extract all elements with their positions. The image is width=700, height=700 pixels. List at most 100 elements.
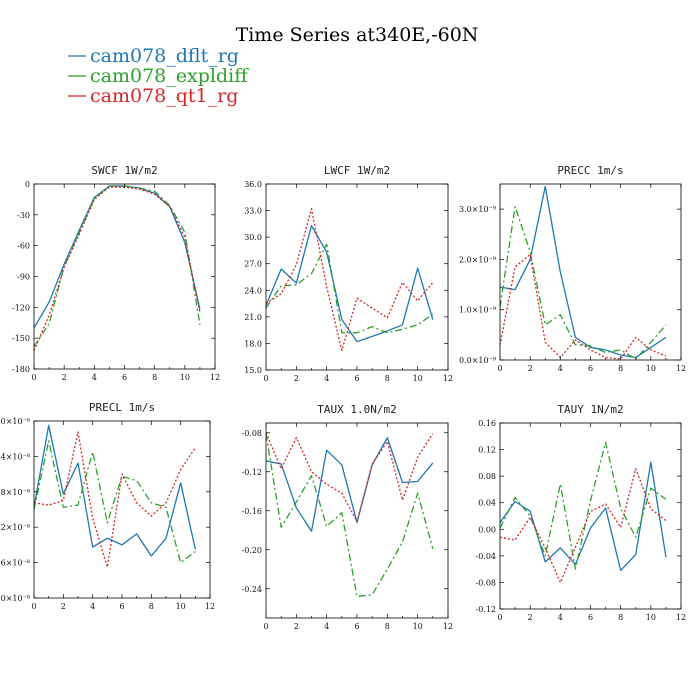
y-tick-label-lwcf-2: 21.0 (244, 313, 262, 322)
y-tick-label-tauy-6: 0.12 (478, 446, 496, 455)
series-line-precl-2 (34, 440, 196, 564)
y-tick-label-precc-2: 2.0×10⁻⁹ (459, 255, 497, 264)
series-line-swcf-1 (34, 185, 201, 329)
y-tick-label-lwcf-7: 36.0 (244, 180, 262, 189)
x-tick-label-taux-5: 10 (413, 622, 423, 631)
y-tick-label-tauy-4: 0.04 (478, 499, 496, 508)
series-line-swcf-3 (34, 186, 201, 351)
series-line-lwcf-2 (266, 243, 434, 334)
x-tick-label-precc-4: 8 (618, 364, 623, 373)
y-tick-label-precl-3: 1.68×10⁻⁸ (0, 488, 30, 497)
x-tick-label-precl-0: 0 (31, 602, 36, 611)
y-tick-label-lwcf-3: 24.0 (244, 286, 262, 295)
x-tick-label-precc-5: 10 (646, 364, 656, 373)
x-tick-label-precl-3: 6 (119, 602, 124, 611)
legend: cam078_dflt_rg cam078_expldiff cam078_qt… (68, 45, 249, 107)
x-tick-label-tauy-6: 12 (676, 613, 686, 622)
y-tick-label-tauy-7: 0.16 (478, 419, 496, 428)
x-tick-label-precl-4: 8 (149, 602, 154, 611)
y-tick-label-lwcf-0: 15.0 (244, 366, 262, 375)
x-tick-label-lwcf-3: 6 (354, 374, 359, 383)
x-tick-label-swcf-2: 4 (92, 373, 97, 382)
x-tick-label-taux-4: 8 (385, 622, 390, 631)
series-line-lwcf-3 (266, 208, 434, 352)
panel-tauy: TAUY 1N/m2 0 2 4 6 8 10 12 -0.12 -0.08 -0.04 0.00 0.… (475, 403, 686, 622)
panel-title-precc: PRECC 1m/s (557, 164, 623, 177)
y-tick-label-swcf-2: -120 (12, 303, 30, 312)
x-tick-label-taux-1: 2 (294, 622, 299, 631)
panel-title-tauy: TAUY 1N/m2 (557, 403, 623, 416)
legend-label-1: cam078_dflt_rg (90, 45, 239, 67)
y-tick-label-taux-0: -0.24 (241, 585, 262, 594)
x-tick-label-swcf-0: 0 (31, 373, 36, 382)
legend-label-2: cam078_expldiff (90, 65, 249, 87)
y-tick-label-tauy-0: -0.12 (475, 605, 496, 614)
x-tick-label-taux-6: 12 (443, 622, 453, 631)
y-tick-label-lwcf-1: 18.0 (244, 339, 262, 348)
panel-title-precl: PRECL 1m/s (89, 401, 155, 414)
legend-entry-1: cam078_dflt_rg (68, 45, 239, 67)
y-tick-label-precc-1: 1.0×10⁻⁹ (459, 306, 497, 315)
y-tick-label-precc-0: 0.0×10⁻⁹ (459, 356, 497, 365)
x-tick-label-tauy-2: 4 (558, 613, 563, 622)
y-tick-label-precl-2: 1.52×10⁻⁸ (0, 523, 30, 532)
y-tick-label-precl-1: 1.36×10⁻⁸ (0, 559, 30, 568)
y-tick-label-swcf-1: -150 (12, 334, 30, 343)
y-tick-label-lwcf-5: 30.0 (244, 233, 262, 242)
panel-title-lwcf: LWCF 1W/m2 (324, 164, 390, 177)
series-line-precc-2 (500, 205, 667, 360)
x-tick-label-tauy-0: 0 (497, 613, 502, 622)
x-tick-label-lwcf-6: 12 (443, 374, 453, 383)
panel-title-swcf: SWCF 1W/m2 (91, 164, 157, 177)
panel-precl: PRECL 1m/s 0 2 4 6 8 10 12 1.20×10⁻⁸ 1.36×10⁻⁸ 1.5… (0, 401, 215, 611)
x-tick-label-precl-1: 2 (61, 602, 66, 611)
x-tick-label-swcf-4: 8 (152, 373, 157, 382)
series-line-tauy-1 (500, 461, 667, 572)
panel-swcf: SWCF 1W/m2 0 2 4 6 8 10 12 -180 -150 -120 -90 -60 -30… (12, 164, 220, 382)
series-line-lwcf-1 (266, 224, 434, 343)
panel-title-taux: TAUX 1.0N/m2 (317, 403, 396, 416)
y-tick-label-lwcf-4: 27.0 (244, 260, 262, 269)
y-tick-label-precl-0: 1.20×10⁻⁸ (0, 594, 30, 603)
x-tick-label-tauy-5: 10 (646, 613, 656, 622)
legend-entry-2: cam078_expldiff (68, 65, 249, 87)
y-tick-label-tauy-3: 0.00 (478, 525, 496, 534)
x-tick-label-lwcf-5: 10 (413, 374, 423, 383)
panel-frame-precc (499, 183, 682, 361)
x-tick-label-precc-3: 6 (588, 364, 593, 373)
y-tick-label-tauy-5: 0.08 (478, 472, 496, 481)
series-line-taux-1 (266, 436, 434, 532)
series-line-precl-1 (34, 424, 196, 557)
x-tick-label-lwcf-4: 8 (385, 374, 390, 383)
panel-frame-tauy (499, 422, 682, 610)
x-tick-label-tauy-3: 6 (588, 613, 593, 622)
panel-taux: TAUX 1.0N/m2 0 2 4 6 8 10 12 -0.24 -0.20 -0.16 -0.1… (241, 403, 453, 631)
panel-precc: PRECC 1m/s 0 2 4 6 8 10 12 0.0×10⁻⁹ 1.0×10⁻⁹ 2.0×1… (459, 164, 686, 373)
x-tick-label-lwcf-1: 2 (294, 374, 299, 383)
y-tick-label-swcf-3: -90 (17, 273, 30, 282)
series-line-tauy-3 (500, 468, 667, 584)
panels-area: SWCF 1W/m2 0 2 4 6 8 10 12 -180 -150 -120 -90 -60 -30… (0, 164, 686, 631)
y-tick-label-taux-4: -0.08 (241, 429, 262, 438)
y-tick-label-tauy-1: -0.08 (475, 578, 496, 587)
series-line-tauy-2 (500, 441, 667, 570)
x-tick-label-precl-5: 10 (176, 602, 186, 611)
series-line-taux-2 (266, 433, 434, 598)
figure-title: Time Series at340E,-60N (236, 24, 479, 46)
y-tick-label-swcf-4: -60 (17, 242, 30, 251)
y-tick-label-taux-1: -0.20 (241, 546, 262, 555)
y-tick-label-swcf-6: 0 (25, 180, 30, 189)
x-tick-label-taux-0: 0 (263, 622, 268, 631)
x-tick-label-taux-2: 4 (324, 622, 329, 631)
x-tick-label-precc-1: 2 (528, 364, 533, 373)
x-tick-label-precc-6: 12 (676, 364, 686, 373)
legend-entry-3: cam078_qt1_rg (68, 85, 238, 107)
x-tick-label-swcf-1: 2 (62, 373, 67, 382)
y-tick-label-lwcf-6: 33.0 (244, 207, 262, 216)
legend-label-3: cam078_qt1_rg (90, 85, 238, 107)
x-tick-label-tauy-1: 2 (528, 613, 533, 622)
series-line-precc-1 (500, 185, 667, 359)
y-tick-label-swcf-0: -180 (12, 365, 30, 374)
x-tick-label-swcf-6: 12 (210, 373, 220, 382)
